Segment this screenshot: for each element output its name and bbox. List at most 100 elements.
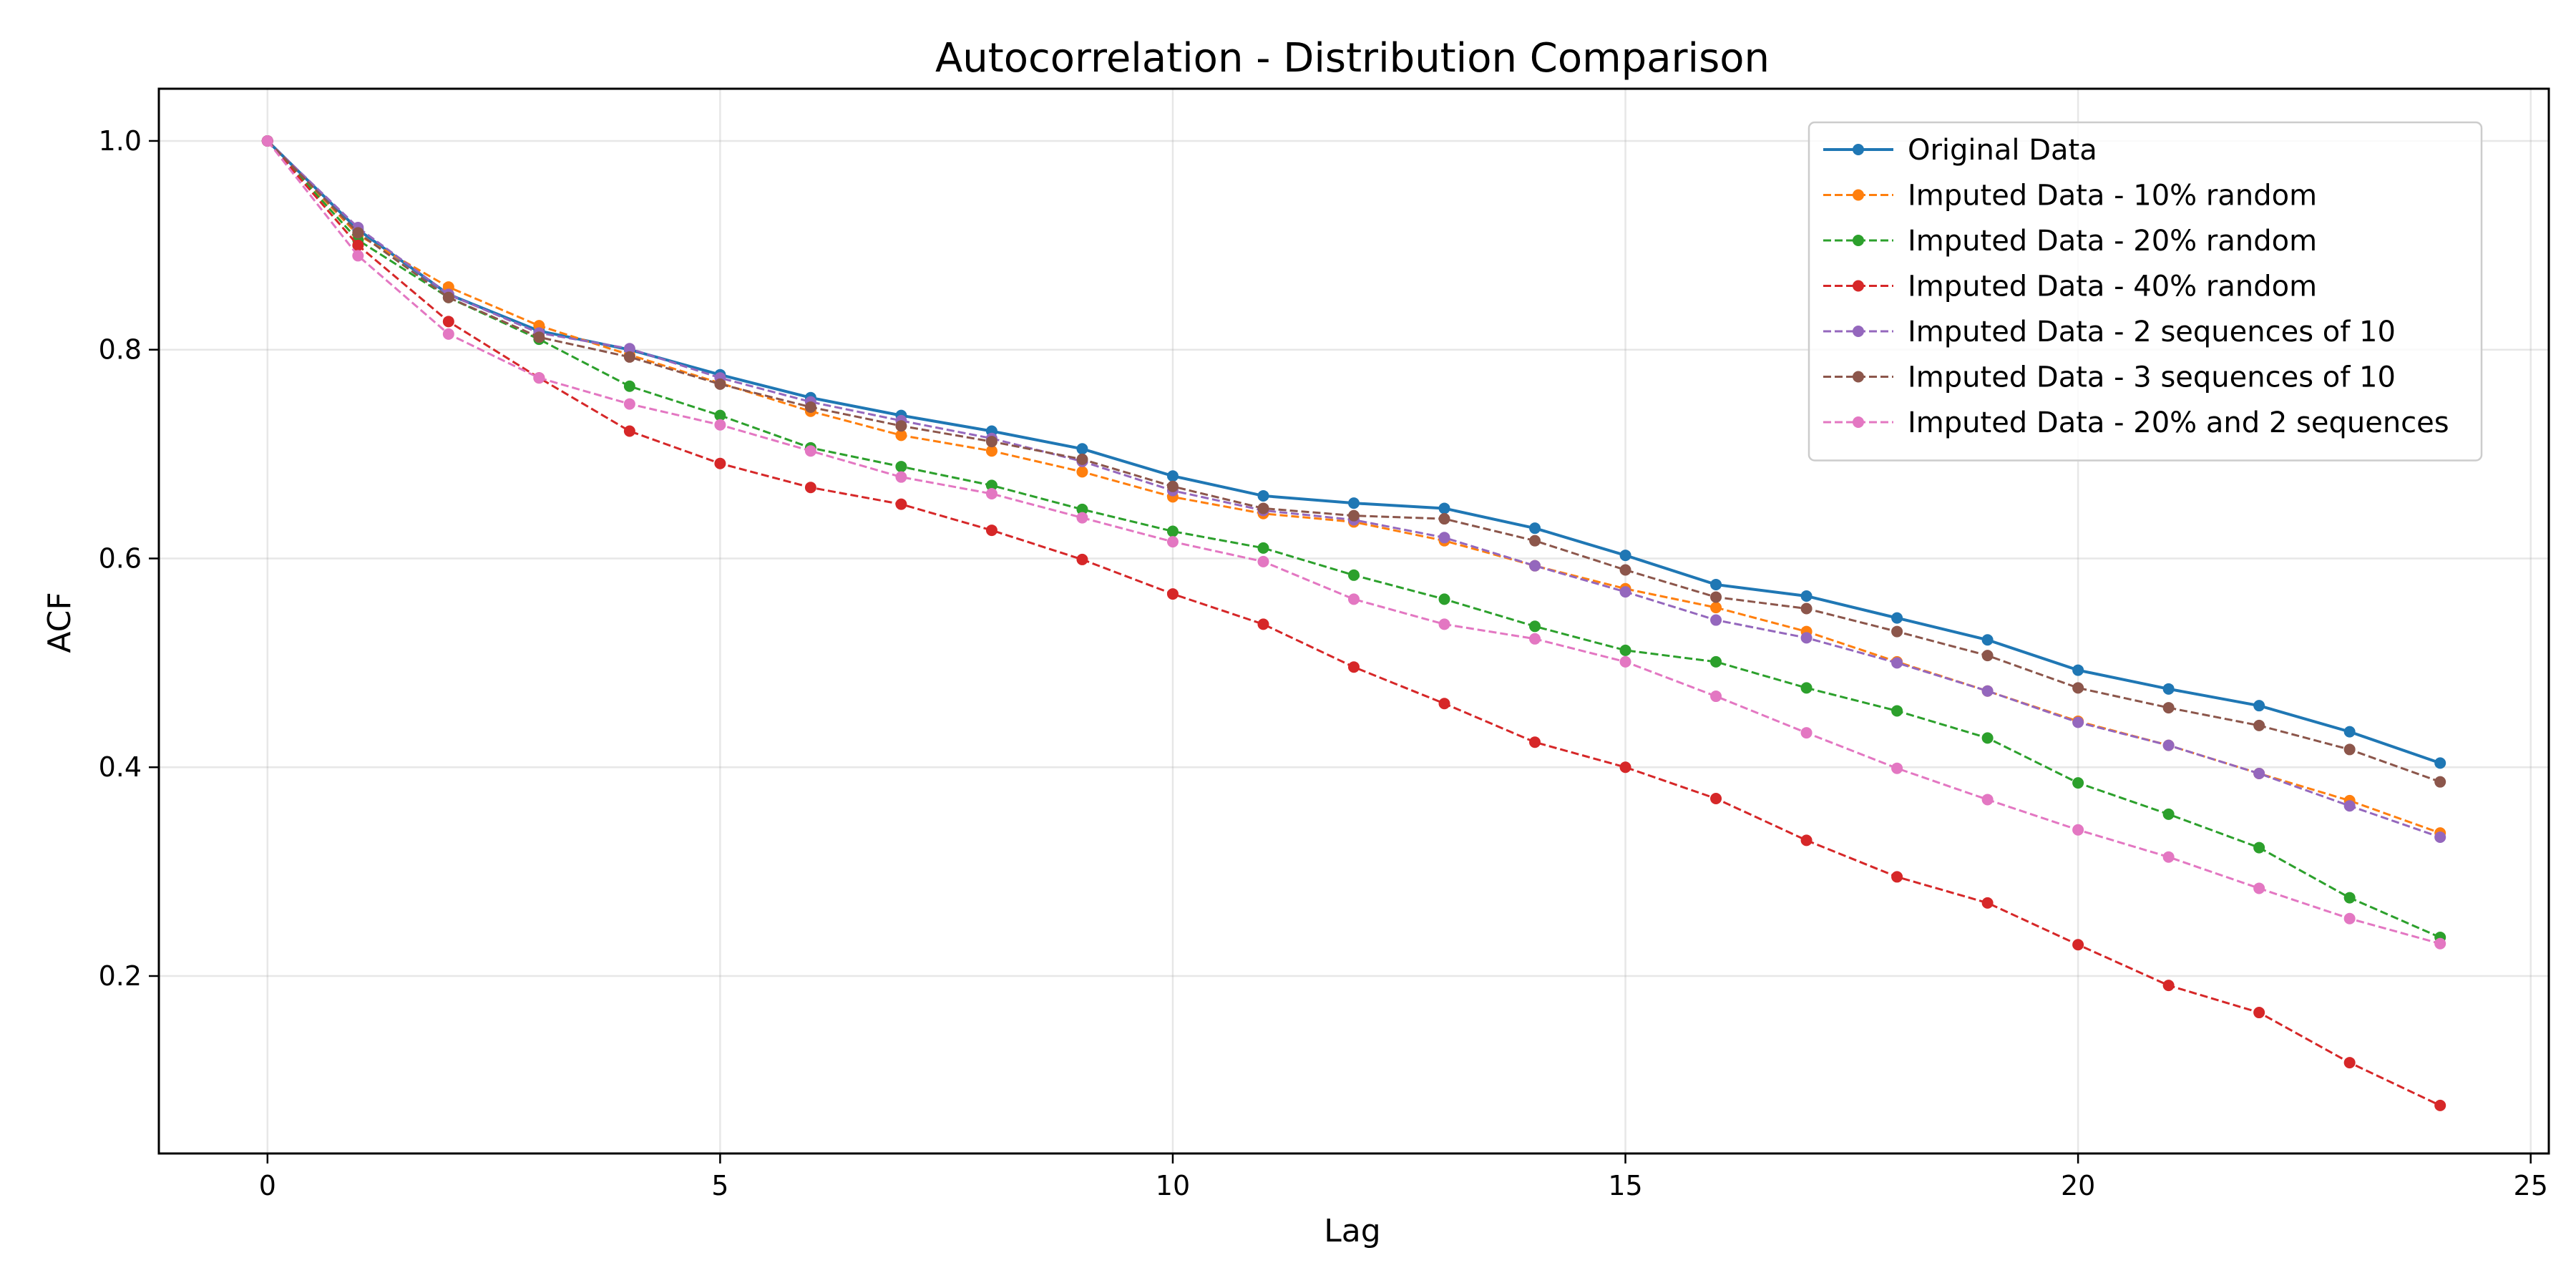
legend-label: Imputed Data - 20% and 2 sequences — [1908, 406, 2449, 439]
data-point — [1981, 794, 1994, 806]
data-point — [2434, 757, 2446, 769]
data-point — [623, 398, 635, 410]
data-point — [1438, 513, 1450, 525]
data-point — [2253, 841, 2265, 854]
data-point — [1710, 578, 1722, 590]
data-point — [2162, 702, 2175, 714]
x-tick-label: 5 — [711, 1170, 728, 1201]
data-point — [1619, 586, 1631, 598]
data-point — [1348, 569, 1360, 581]
data-point — [804, 401, 816, 413]
data-point — [1981, 685, 1994, 697]
data-point — [1981, 634, 1994, 646]
data-point — [2162, 808, 2175, 820]
data-point — [1076, 553, 1088, 565]
data-point — [2343, 743, 2356, 756]
legend-marker — [1853, 144, 1864, 155]
legend-marker — [1853, 371, 1864, 383]
data-point — [1257, 489, 1269, 502]
data-point — [2072, 682, 2084, 694]
data-point — [985, 479, 997, 492]
data-point — [1800, 682, 1813, 694]
plot-frame — [157, 87, 2550, 1155]
data-point — [1076, 512, 1088, 524]
data-point — [2072, 716, 2084, 728]
x-tick-label: 0 — [259, 1170, 276, 1201]
data-point — [1257, 542, 1269, 554]
data-point — [623, 351, 635, 363]
data-point — [1800, 590, 1813, 602]
data-point — [1166, 470, 1179, 482]
data-point — [2434, 1099, 2446, 1111]
data-point — [2343, 726, 2356, 738]
data-point — [895, 461, 907, 473]
data-point — [1166, 480, 1179, 492]
data-point — [1891, 705, 1903, 717]
data-point — [1529, 620, 1541, 633]
data-point — [1710, 691, 1722, 703]
data-point — [2253, 767, 2265, 779]
data-point — [1529, 560, 1541, 572]
legend-marker — [1853, 235, 1864, 246]
data-point — [1076, 503, 1088, 515]
data-point — [714, 409, 726, 421]
data-point — [2253, 882, 2265, 894]
data-point — [2434, 776, 2446, 788]
legend-box — [1807, 121, 2483, 462]
legend-marker — [1853, 326, 1864, 337]
data-point — [2072, 824, 2084, 836]
data-point — [804, 445, 816, 457]
data-point — [1529, 633, 1541, 645]
data-point — [985, 525, 997, 537]
data-point — [1348, 497, 1360, 509]
data-point — [1166, 588, 1179, 600]
legend-marker — [1853, 280, 1864, 292]
data-point — [1710, 655, 1722, 668]
data-point — [442, 291, 454, 303]
legend-label: Imputed Data - 40% random — [1908, 270, 2317, 303]
data-point — [985, 445, 997, 457]
data-point — [2343, 1057, 2356, 1069]
chart-title: Autocorrelation - Distribution Compariso… — [935, 35, 1770, 82]
data-point — [1891, 762, 1903, 774]
data-point — [2343, 800, 2356, 812]
data-point — [895, 429, 907, 441]
data-point — [1529, 535, 1541, 547]
data-point — [533, 331, 545, 343]
data-point — [1166, 525, 1179, 537]
data-point — [352, 227, 364, 239]
data-point — [1438, 698, 1450, 710]
data-point — [1619, 550, 1631, 562]
data-point — [895, 420, 907, 432]
data-point — [1619, 761, 1631, 774]
data-point — [714, 419, 726, 431]
data-point — [1619, 655, 1631, 668]
series-layer — [261, 135, 2446, 1111]
data-point — [1981, 732, 1994, 744]
data-point — [1529, 522, 1541, 535]
legend-marker — [1853, 189, 1864, 201]
data-point — [1438, 593, 1450, 605]
series-6 — [261, 135, 2446, 788]
y-tick-label: 0.2 — [99, 960, 142, 992]
legend-label: Imputed Data - 10% random — [1908, 180, 2317, 213]
data-point — [1891, 625, 1903, 638]
data-point — [1710, 793, 1722, 804]
data-point — [352, 250, 364, 262]
data-point — [2343, 912, 2356, 924]
data-point — [1348, 661, 1360, 673]
data-point — [1710, 614, 1722, 626]
data-point — [623, 425, 635, 437]
y-tick-label: 0.8 — [99, 334, 142, 366]
data-point — [1257, 555, 1269, 567]
data-point — [1891, 871, 1903, 883]
data-point — [1076, 466, 1088, 478]
series-7 — [261, 135, 2446, 950]
x-tick-label: 25 — [2514, 1170, 2548, 1201]
data-point — [1800, 632, 1813, 644]
data-point — [2072, 664, 2084, 676]
data-point — [714, 457, 726, 469]
data-point — [1076, 453, 1088, 465]
legend-label: Imputed Data - 2 sequences of 10 — [1908, 316, 2396, 348]
y-tick-label: 1.0 — [99, 125, 142, 157]
